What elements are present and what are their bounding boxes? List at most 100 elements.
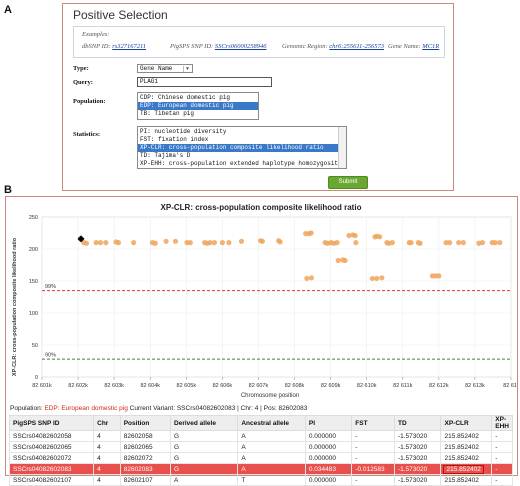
data-point[interactable] <box>379 275 385 281</box>
data-point[interactable] <box>353 240 359 246</box>
data-point[interactable] <box>131 240 137 246</box>
data-point[interactable] <box>335 257 341 264</box>
table-row[interactable]: SSCrs04082602107 4 82602107 A T 0.000000- -1.5… <box>8 474 513 486</box>
data-point[interactable] <box>219 240 225 246</box>
data-point[interactable] <box>389 240 395 246</box>
example-region-link[interactable]: chr6:255611-256573 <box>329 43 385 50</box>
data-point[interactable] <box>277 239 283 245</box>
data-point[interactable] <box>238 238 245 244</box>
x-tick-label: 82 608k <box>285 383 305 389</box>
x-tick-label: 82 601k <box>32 383 52 389</box>
col-derived-allele[interactable]: Derived allele <box>170 415 239 431</box>
y-tick-label: 150 <box>29 279 38 285</box>
example-gene-link[interactable]: MC1R <box>422 43 440 50</box>
col-td[interactable]: TD <box>393 415 442 431</box>
data-point[interactable] <box>93 240 99 246</box>
data-point[interactable] <box>352 232 358 239</box>
population-option[interactable]: TB: Tibetan pig <box>140 110 195 117</box>
table-header-row: PigSPS SNP ID Chr Position Derived allel… <box>8 415 513 431</box>
table-row[interactable]: SSCrs04082602072 4 82602072 G A 0.000000- -1.5… <box>8 452 513 464</box>
data-point[interactable] <box>369 275 376 282</box>
col-xpehh[interactable]: XP-EHH <box>491 415 513 431</box>
data-point[interactable] <box>226 240 232 246</box>
data-point[interactable] <box>497 240 503 246</box>
data-point[interactable] <box>103 240 109 246</box>
col-xpclr[interactable]: XP-CLR <box>440 415 493 431</box>
col-pi[interactable]: PI <box>304 415 353 431</box>
submit-button[interactable]: Submit <box>328 176 368 189</box>
table-row[interactable]: SSCrs04082602065 4 82602065 G A 0.000000- -1.5… <box>8 441 513 453</box>
example-gene: Gene Name: MC1R <box>388 43 439 50</box>
table-cell: 4 <box>93 474 121 486</box>
data-point[interactable] <box>346 232 352 239</box>
variant-info-text: Current Variant: SSCrs04082602083 | Chr:… <box>129 405 308 412</box>
data-point[interactable] <box>443 240 449 246</box>
col-fst[interactable]: FST <box>351 415 395 431</box>
data-point[interactable] <box>417 240 423 246</box>
x-tick-label: 82 609k <box>321 383 341 389</box>
data-point[interactable] <box>456 240 462 246</box>
table-cell: SSCrs04082602083 <box>8 463 95 475</box>
statistics-option[interactable]: PI: nucleotide diversity <box>140 128 227 135</box>
data-point[interactable] <box>377 234 383 240</box>
data-point[interactable] <box>334 240 340 246</box>
x-axis-label: Chromosome position <box>241 393 299 399</box>
col-chr[interactable]: Chr <box>93 415 121 431</box>
results-panel: XP-CLR: cross-population composite likel… <box>5 196 518 486</box>
population-listbox[interactable]: CDP: Chinese domestic pig EDP: European … <box>137 92 259 120</box>
data-point[interactable] <box>408 240 414 246</box>
statistics-option-selected[interactable]: XP-CLR: cross-population composite likel… <box>138 144 338 152</box>
example-region: Genomic Region: chr6:255611-256573 <box>282 43 384 50</box>
y-tick-label: 50 <box>32 343 38 349</box>
x-tick-label: 82 603k <box>104 383 124 389</box>
data-point[interactable] <box>115 240 122 246</box>
data-point[interactable] <box>304 275 310 282</box>
data-point[interactable] <box>83 240 89 246</box>
data-point[interactable] <box>436 273 442 279</box>
data-point[interactable] <box>163 238 169 244</box>
table-cell: A <box>237 463 306 475</box>
col-position[interactable]: Position <box>119 415 172 431</box>
population-option-selected[interactable]: EDP: European domestic pig <box>138 102 258 110</box>
table-cell: G <box>170 463 239 475</box>
data-point[interactable] <box>447 240 453 246</box>
data-point[interactable] <box>207 240 213 246</box>
table-cell: - <box>491 463 513 475</box>
data-point[interactable] <box>342 257 348 264</box>
data-point[interactable] <box>172 238 179 244</box>
table-row[interactable]: SSCrs04082602058 4 82602058 G A 0.000000- -1.5… <box>8 430 513 442</box>
example-dbsnp-link[interactable]: rs327167211 <box>112 43 147 50</box>
threshold-label: 90% <box>45 353 56 359</box>
table-row-selected[interactable]: SSCrs04082602083 4 82602083 G A 0.034483 -0.01… <box>8 463 513 475</box>
statistics-listbox[interactable]: PI: nucleotide diversity FST: fixation i… <box>137 126 347 169</box>
table-cell: - <box>491 452 513 464</box>
y-tick-label: 100 <box>29 311 38 317</box>
statistics-scrollbar[interactable] <box>338 127 346 168</box>
data-point[interactable] <box>374 275 380 282</box>
data-point[interactable] <box>187 240 193 246</box>
examples-box: Examples: dbSNP ID: rs327167211 PigSPS S… <box>73 26 445 58</box>
population-option[interactable]: CDP: Chinese domestic pig <box>140 94 231 101</box>
statistics-option[interactable]: TD: Tajima's D <box>140 152 191 159</box>
x-tick-label: 82 607k <box>249 383 269 389</box>
data-point[interactable] <box>492 240 498 246</box>
col-ancestral-allele[interactable]: Ancestral allele <box>237 415 306 431</box>
current-variant-point[interactable] <box>77 235 85 243</box>
example-gene-prefix: Gene Name: <box>388 43 421 50</box>
query-input[interactable]: PLAG1 <box>137 77 272 87</box>
statistics-option[interactable]: XP-EHH: cross-population extended haplot… <box>140 160 342 167</box>
data-point[interactable] <box>308 275 315 281</box>
type-select[interactable]: Gene Name ▼ <box>137 64 193 73</box>
data-point[interactable] <box>259 238 266 244</box>
data-point[interactable] <box>97 240 104 246</box>
col-snp-id[interactable]: PigSPS SNP ID <box>8 415 95 431</box>
data-point[interactable] <box>460 240 466 246</box>
data-point[interactable] <box>308 230 314 236</box>
example-snp-id-link[interactable]: SSCrs06000258946 <box>214 43 267 50</box>
table-cell: A <box>237 430 306 442</box>
statistics-option[interactable]: FST: fixation index <box>140 136 209 143</box>
data-point[interactable] <box>152 240 158 246</box>
data-point[interactable] <box>211 240 218 246</box>
data-point[interactable] <box>479 240 486 246</box>
table-cell: - <box>491 474 513 486</box>
